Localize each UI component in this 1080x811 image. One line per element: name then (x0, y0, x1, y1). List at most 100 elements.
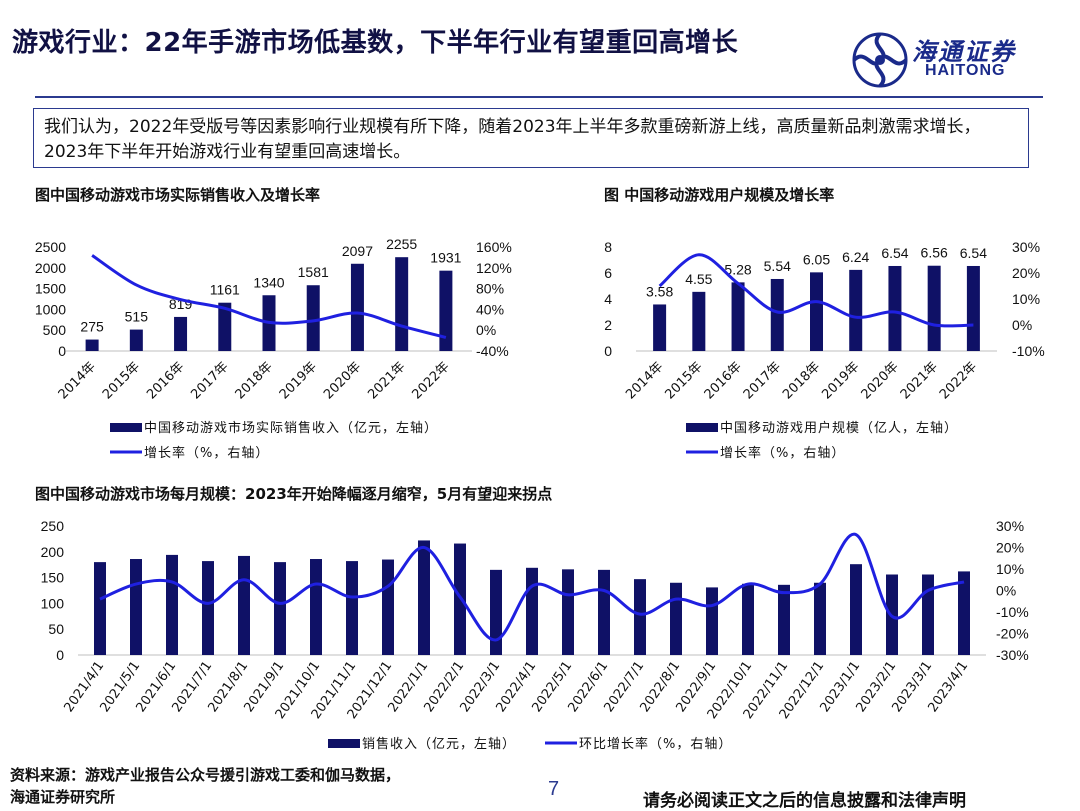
chart3-bar (346, 561, 358, 655)
chart1-left-tick-label: 1000 (35, 301, 66, 317)
chart1-data-label: 275 (80, 319, 104, 335)
chart3-bar (634, 579, 646, 655)
chart2-x-tick-label: 2016年 (702, 359, 745, 402)
logo-english-text: HAITONG (925, 62, 1006, 79)
chart1-title: 图中国移动游戏市场实际销售收入及增长率 (35, 186, 321, 204)
chart1-bar (129, 329, 143, 351)
chart1-data-label: 2097 (342, 243, 373, 259)
chart2-bar (653, 304, 667, 351)
chart2-data-label: 6.05 (803, 251, 830, 267)
chart3-bar (382, 559, 394, 655)
chart1-x-tick-label: 2019年 (277, 359, 320, 402)
chart1-bar (174, 316, 188, 351)
chart3-right-tick-label: 10% (996, 561, 1024, 577)
chart1-right-tick-label: 80% (476, 281, 504, 297)
chart1-data-label: 2255 (386, 236, 417, 252)
chart2-left-tick-label: 6 (604, 265, 612, 281)
chart1-x-tick-label: 2022年 (410, 359, 453, 402)
chart3-right-tick-label: 30% (996, 518, 1024, 534)
disclaimer: 请务必阅读正文之后的信息披露和法律声明 (643, 791, 966, 811)
chart3-right-tick-label: 0% (996, 583, 1016, 599)
chart3-bar (274, 562, 286, 655)
chart2-data-label: 6.24 (842, 249, 869, 265)
chart3-left-tick-label: 100 (41, 595, 65, 611)
chart2-bar (966, 265, 980, 351)
chart3-bar (778, 584, 790, 655)
chart2-data-label: 3.58 (646, 283, 673, 299)
chart1-right-tick-label: 40% (476, 301, 504, 317)
chart2-legend-bar-swatch (686, 423, 718, 432)
chart2-bar (927, 265, 941, 351)
chart2-data-label: 5.54 (764, 258, 791, 274)
chart2-x-tick-label: 2022年 (937, 359, 980, 402)
chart1-bar (218, 302, 232, 351)
chart2-right-tick-label: -10% (1012, 343, 1045, 359)
chart1-x-tick-label: 2020年 (321, 359, 364, 402)
chart2-data-label: 5.28 (724, 261, 751, 277)
chart2-right-tick-label: 10% (1012, 291, 1040, 307)
chart1-data-label: 1161 (210, 282, 240, 298)
chart2-left-tick-label: 2 (604, 317, 612, 333)
chart1-right-tick-label: 120% (476, 260, 512, 276)
chart3-bar (490, 569, 502, 655)
chart3-right-tick-label: -30% (996, 647, 1029, 663)
chart3-bar (94, 562, 106, 655)
chart1-bar (85, 339, 99, 351)
page-title: 游戏行业：22年手游市场低基数，下半年行业有望重回高增长 (12, 28, 739, 58)
chart3-bar (130, 559, 142, 655)
chart1-x-tick-label: 2014年 (56, 359, 99, 402)
chart1-data-label: 515 (125, 309, 149, 325)
chart2-bar (810, 272, 823, 351)
logo-chinese-text: 海通证券 (912, 37, 1016, 66)
chart2-left-tick-label: 8 (604, 239, 612, 255)
chart2-growth-line (658, 253, 974, 328)
chart2-legend-label: 中国移动游戏用户规模（亿人，左轴） (720, 420, 958, 436)
chart2-left-tick-label: 0 (604, 343, 612, 359)
chart2-left-tick-label: 4 (604, 291, 612, 307)
chart3-title: 图中国移动游戏市场每月规模：2023年开始降幅逐月缩窄，5月有望迎来拐点 (35, 485, 553, 503)
chart2-bar (731, 282, 745, 351)
chart2-bar (692, 291, 706, 351)
chart3-right-tick-label: -10% (996, 604, 1029, 620)
chart3-bar (418, 540, 430, 655)
chart2-x-tick-label: 2014年 (623, 359, 666, 402)
chart2-x-tick-label: 2018年 (780, 359, 823, 402)
chart2-right-tick-label: 30% (1012, 239, 1040, 255)
chart1-bar (395, 257, 409, 351)
source-line-2: 海通证券研究所 (10, 788, 116, 806)
chart2-title: 图 中国移动游戏用户规模及增长率 (604, 186, 835, 204)
chart3-bar (742, 583, 754, 655)
chart2-data-label: 6.54 (960, 245, 987, 261)
chart2-data-label: 4.55 (685, 271, 712, 287)
chart3-bar (670, 582, 682, 655)
chart1-legend-label: 中国移动游戏市场实际销售收入（亿元，左轴） (144, 420, 438, 436)
source-note: 资料来源：游戏产业报告公众号援引游戏工委和伽马数据， 海通证券研究所 (10, 764, 400, 808)
page-number: 7 (548, 778, 560, 800)
chart3-bar (526, 567, 538, 655)
chart3-bar (202, 561, 214, 655)
chart3-legend-label: 销售收入（亿元，左轴） (362, 736, 516, 752)
chart1-right-tick-label: 160% (476, 239, 512, 255)
chart1-legend-bar-swatch (110, 423, 142, 432)
chart2-bar (849, 269, 863, 351)
chart3-legend-bar-swatch (328, 739, 360, 748)
chart1-left-tick-label: 2000 (35, 260, 66, 276)
chart1-data-label: 1581 (298, 264, 329, 280)
chart2-right-tick-label: 0% (1012, 317, 1032, 333)
chart1-left-tick-label: 0 (58, 343, 66, 359)
chart3-bar (706, 587, 718, 655)
chart3-left-tick-label: 250 (41, 518, 65, 534)
chart1-x-tick-label: 2018年 (233, 359, 276, 402)
chart2-x-tick-label: 2021年 (898, 359, 941, 402)
header-divider (35, 96, 1043, 98)
chart1-growth-line (91, 254, 447, 339)
chart3-growth-line (99, 533, 965, 642)
chart3-bar (562, 569, 574, 655)
chart1-x-tick-label: 2015年 (100, 359, 143, 402)
chart1-data-label: 1931 (430, 250, 461, 266)
chart3-right-tick-label: 20% (996, 540, 1024, 556)
chart3-bar (850, 564, 862, 655)
chart3-left-tick-label: 50 (48, 621, 64, 637)
chart2-bar (770, 278, 784, 351)
